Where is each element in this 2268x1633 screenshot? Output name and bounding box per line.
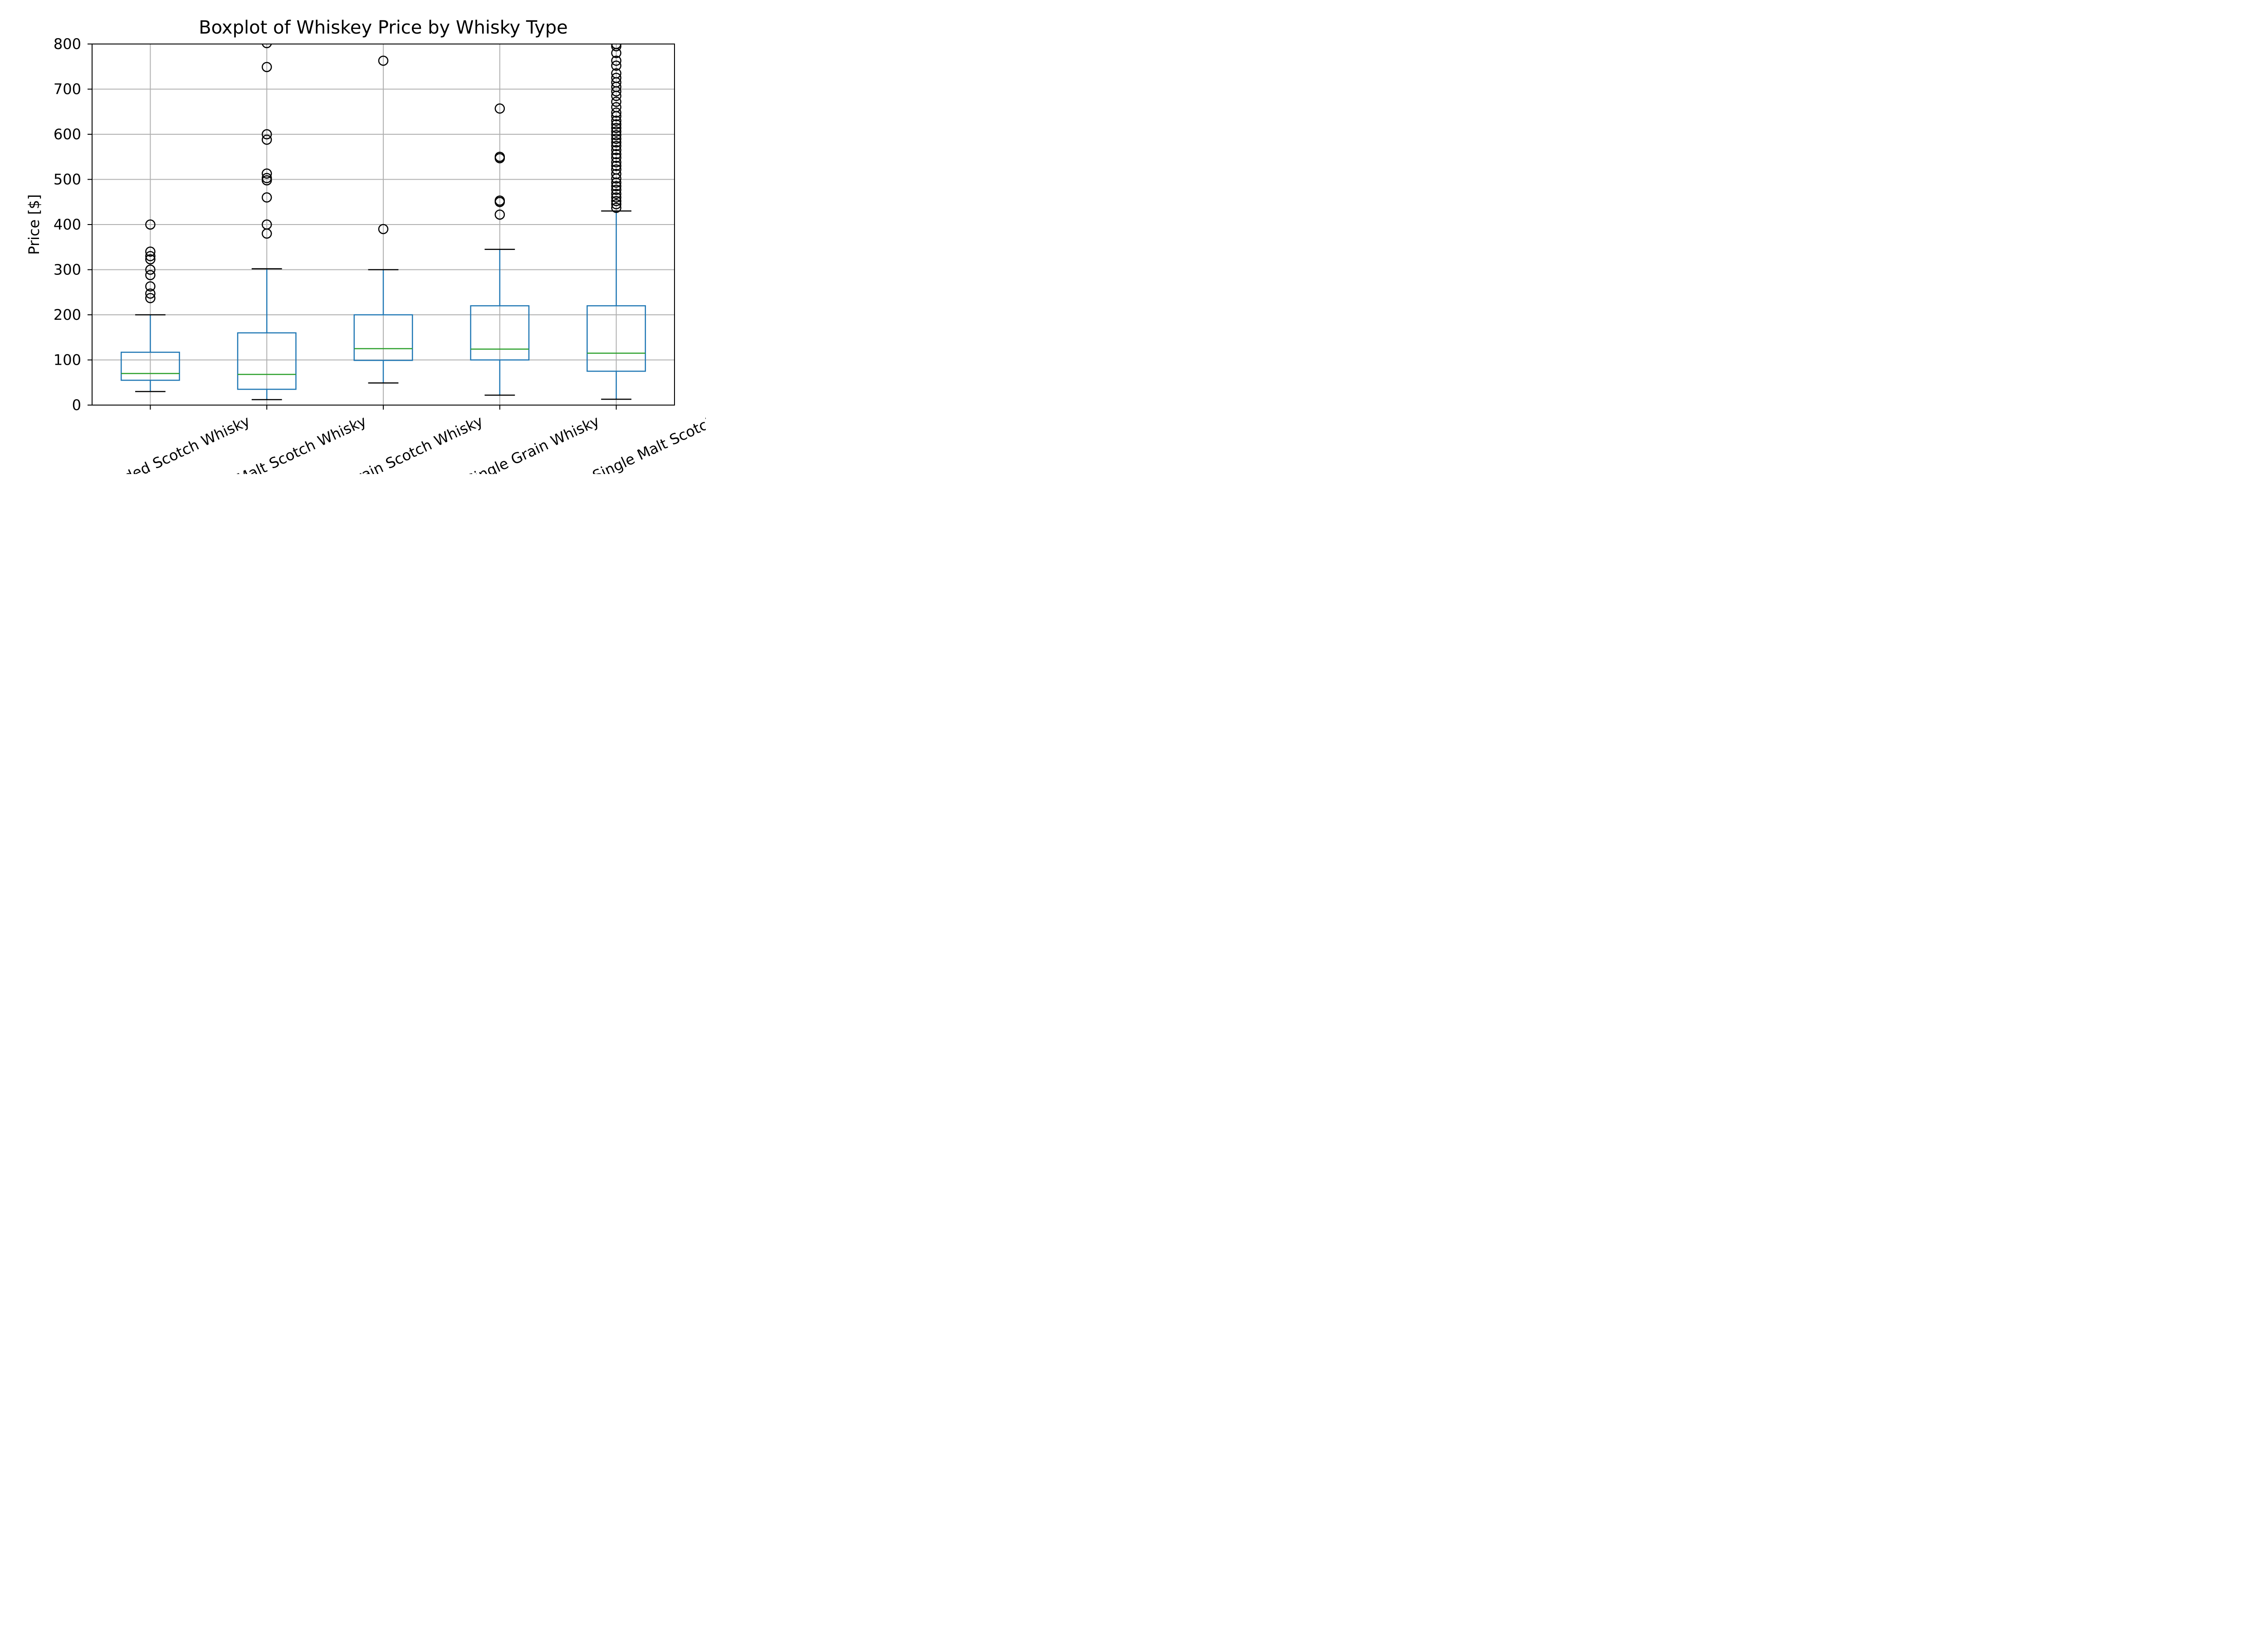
outlier-point	[261, 129, 272, 140]
boxplot-chart: Boxplot of Whiskey Price by Whisky Type …	[25, 17, 706, 474]
outlier-point	[145, 254, 156, 264]
outlier-point	[261, 192, 272, 203]
y-tick-label: 400	[54, 216, 81, 233]
outlier-point	[611, 189, 621, 199]
outlier-point	[145, 281, 156, 292]
outlier-point	[494, 152, 505, 162]
y-tick-label: 300	[54, 261, 81, 279]
outlier-point	[611, 119, 621, 130]
outlier-point	[378, 224, 389, 235]
outlier-point	[611, 196, 621, 206]
outlier-point	[611, 68, 621, 78]
outlier-point	[611, 161, 621, 171]
outlier-point	[262, 44, 272, 49]
box-iqr	[587, 305, 646, 372]
outlier-point	[611, 181, 621, 191]
y-axis-label: Price [$]	[25, 194, 43, 255]
outlier-point	[378, 55, 389, 66]
outlier-point	[611, 122, 621, 133]
y-tick-label: 200	[54, 306, 81, 323]
outlier-point	[611, 44, 621, 49]
outlier-point	[611, 107, 621, 118]
outlier-point	[611, 169, 621, 179]
outlier-point	[611, 133, 621, 144]
y-tick-label: 700	[54, 81, 81, 98]
outlier-point	[261, 168, 272, 179]
outlier-point	[261, 173, 272, 183]
outlier-point	[611, 115, 621, 126]
outlier-point	[611, 60, 621, 71]
outlier-point	[611, 55, 621, 66]
y-tick-label: 0	[72, 396, 81, 414]
outlier-point	[611, 97, 621, 107]
x-tick-label: Single Malt Scotch	[590, 412, 706, 474]
outlier-point	[611, 164, 621, 175]
outlier-point	[611, 149, 621, 160]
outlier-point	[611, 102, 621, 112]
outlier-point	[611, 141, 621, 152]
outlier-point	[494, 209, 505, 220]
outlier-point	[611, 192, 621, 203]
outlier-point	[145, 270, 156, 280]
outliers	[145, 44, 621, 303]
boxes	[120, 210, 646, 401]
outlier-point	[494, 103, 505, 114]
outlier-point	[611, 130, 621, 141]
y-tick-label: 500	[54, 171, 81, 188]
outlier-point	[494, 196, 505, 206]
y-tick-label: 600	[54, 126, 81, 143]
outlier-point	[145, 264, 156, 275]
outlier-point	[611, 145, 621, 156]
chart-title: Boxplot of Whiskey Price by Whisky Type	[199, 17, 568, 38]
box-iqr	[120, 352, 180, 381]
y-tick-label: 100	[54, 352, 81, 369]
outlier-point	[611, 137, 621, 148]
outlier-point	[145, 293, 156, 303]
outlier-point	[145, 288, 156, 299]
outlier-point	[611, 157, 621, 167]
outlier-point	[145, 251, 156, 261]
outlier-point	[611, 199, 621, 210]
outlier-point	[145, 219, 156, 230]
outlier-point	[611, 185, 621, 195]
outlier-point	[261, 219, 272, 230]
box-iqr	[353, 314, 413, 361]
box-iqr	[470, 305, 530, 361]
box-iqr	[237, 332, 297, 390]
x-tick-label: Single Grain Whisky	[464, 412, 602, 474]
y-tick-label: 800	[54, 35, 81, 53]
outlier-point	[261, 62, 272, 72]
x-tick-label: Blended Scotch Whisky	[92, 412, 252, 474]
outlier-point	[145, 246, 156, 257]
outlier-point	[611, 202, 621, 213]
outlier-point	[611, 152, 621, 163]
outlier-point	[261, 134, 272, 145]
outlier-point	[611, 126, 621, 137]
outlier-point	[611, 73, 621, 83]
